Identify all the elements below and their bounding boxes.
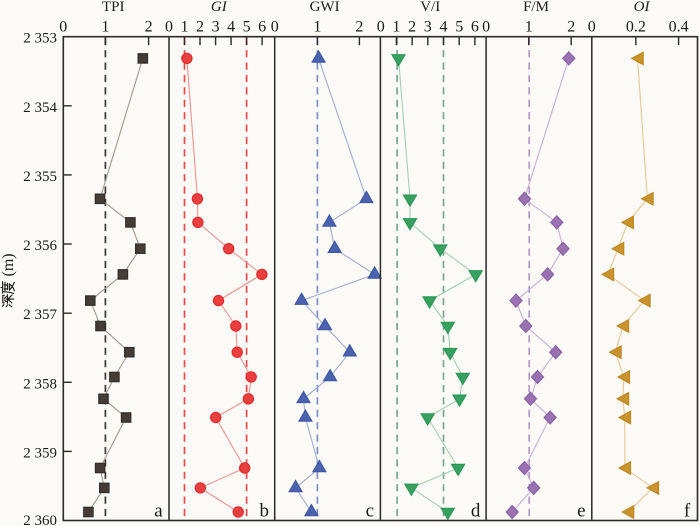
svg-text:f: f xyxy=(684,501,691,522)
svg-text:5: 5 xyxy=(243,19,251,36)
svg-text:TPI: TPI xyxy=(102,0,125,15)
svg-text:2: 2 xyxy=(408,19,416,36)
svg-text:0: 0 xyxy=(377,19,385,36)
svg-text:b: b xyxy=(259,501,269,522)
svg-text:2 355: 2 355 xyxy=(23,169,57,185)
svg-text:c: c xyxy=(366,501,374,522)
svg-text:(m): (m) xyxy=(0,253,17,276)
svg-text:2 358: 2 358 xyxy=(23,376,57,392)
svg-text:0.2: 0.2 xyxy=(626,19,646,36)
svg-text:2 353: 2 353 xyxy=(23,31,57,47)
svg-text:V/I: V/I xyxy=(420,0,440,15)
svg-text:0: 0 xyxy=(165,19,173,36)
svg-text:0: 0 xyxy=(59,19,67,36)
svg-text:2 359: 2 359 xyxy=(23,445,57,461)
svg-text:2 360: 2 360 xyxy=(23,513,57,526)
svg-text:2: 2 xyxy=(567,19,575,36)
svg-text:1: 1 xyxy=(181,19,189,36)
svg-text:2: 2 xyxy=(145,19,153,36)
svg-text:2 356: 2 356 xyxy=(23,238,57,254)
svg-text:5: 5 xyxy=(455,19,463,36)
svg-text:OI: OI xyxy=(634,0,651,15)
svg-text:0: 0 xyxy=(588,19,596,36)
svg-text:6: 6 xyxy=(258,19,266,36)
svg-text:GI: GI xyxy=(211,0,228,15)
svg-text:0: 0 xyxy=(271,19,279,36)
svg-text:1: 1 xyxy=(313,19,321,36)
svg-text:2 354: 2 354 xyxy=(23,100,57,116)
svg-text:2: 2 xyxy=(196,19,204,36)
svg-text:4: 4 xyxy=(227,19,235,36)
svg-text:1: 1 xyxy=(525,19,533,36)
svg-text:3: 3 xyxy=(424,19,432,36)
svg-text:4: 4 xyxy=(440,19,448,36)
svg-text:e: e xyxy=(577,501,585,522)
svg-text:F/M: F/M xyxy=(523,0,549,15)
svg-text:0: 0 xyxy=(482,19,490,36)
svg-text:a: a xyxy=(154,501,163,522)
svg-text:0.4: 0.4 xyxy=(669,19,689,36)
svg-text:1: 1 xyxy=(101,19,109,36)
svg-text:3: 3 xyxy=(212,19,220,36)
svg-text:6: 6 xyxy=(471,19,479,36)
svg-text:2: 2 xyxy=(355,19,363,36)
svg-text:1: 1 xyxy=(392,19,400,36)
svg-text:d: d xyxy=(471,501,481,522)
svg-text:GWI: GWI xyxy=(310,0,340,15)
svg-text:2 357: 2 357 xyxy=(23,307,57,323)
